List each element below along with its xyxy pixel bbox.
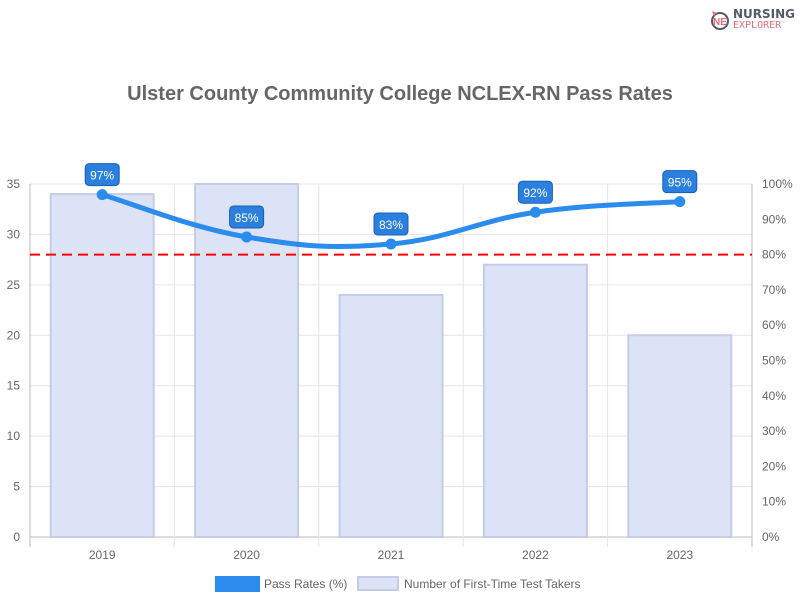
data-label: 92% (523, 186, 547, 200)
logo-icon: NE (711, 11, 729, 30)
y-right-tick-label: 10% (762, 495, 786, 509)
bar (627, 334, 733, 538)
bar (482, 263, 588, 538)
legend-swatch-test-takers (357, 576, 399, 591)
bar (338, 293, 444, 539)
y-right-tick-label: 0% (762, 530, 780, 544)
legend-swatch-pass-rates (215, 576, 260, 592)
y-left-tick-label: 5 (13, 480, 20, 494)
y-right-tick-label: 70% (762, 283, 786, 297)
y-left-tick-label: 15 (7, 379, 21, 393)
x-tick-label: 2019 (89, 548, 116, 562)
data-point (241, 231, 253, 243)
y-left-tick-label: 30 (7, 227, 21, 241)
data-label-box (517, 180, 553, 204)
x-tick-label: 2022 (522, 548, 549, 562)
logo-text-2: EXPLORER (733, 20, 782, 31)
x-tick-label: 2023 (666, 548, 693, 562)
data-point (96, 189, 108, 201)
y-left-tick-label: 0 (13, 530, 20, 544)
data-point (529, 206, 541, 218)
y-right-tick-label: 80% (762, 248, 786, 262)
y-left-tick-label: 35 (7, 177, 21, 191)
bar (49, 193, 155, 538)
data-label: 95% (668, 176, 692, 190)
data-label-box (662, 170, 698, 194)
y-left-tick-label: 25 (7, 278, 21, 292)
data-label: 85% (235, 211, 259, 225)
chart-title: Ulster County Community College NCLEX-RN… (127, 83, 673, 105)
data-label-box (84, 163, 120, 187)
y-right-tick-label: 30% (762, 424, 786, 438)
data-point (385, 238, 397, 250)
y-right-tick-label: 100% (762, 177, 793, 191)
nursing-explorer-logo: NE NURSING EXPLORER (710, 7, 796, 31)
logo-text-1: NURSING (733, 7, 796, 21)
y-right-tick-label: 40% (762, 389, 786, 403)
data-point (674, 196, 686, 208)
x-tick-label: 2020 (233, 548, 260, 562)
y-left-tick-label: 20 (7, 328, 21, 342)
x-tick-label: 2021 (378, 548, 405, 562)
y-right-tick-label: 20% (762, 459, 786, 473)
data-label: 97% (90, 169, 114, 183)
data-label: 83% (379, 218, 403, 232)
y-left-tick-label: 10 (7, 429, 21, 443)
y-right-tick-label: 90% (762, 212, 786, 226)
data-label-box (373, 212, 409, 236)
y-right-tick-label: 50% (762, 354, 786, 368)
svg-text:NE: NE (713, 17, 727, 28)
y-right-tick-label: 60% (762, 318, 786, 332)
data-label-box (229, 205, 265, 229)
legend-label-test-takers: Number of First-Time Test Takers (404, 577, 580, 591)
legend-label-pass-rates: Pass Rates (%) (264, 577, 347, 591)
